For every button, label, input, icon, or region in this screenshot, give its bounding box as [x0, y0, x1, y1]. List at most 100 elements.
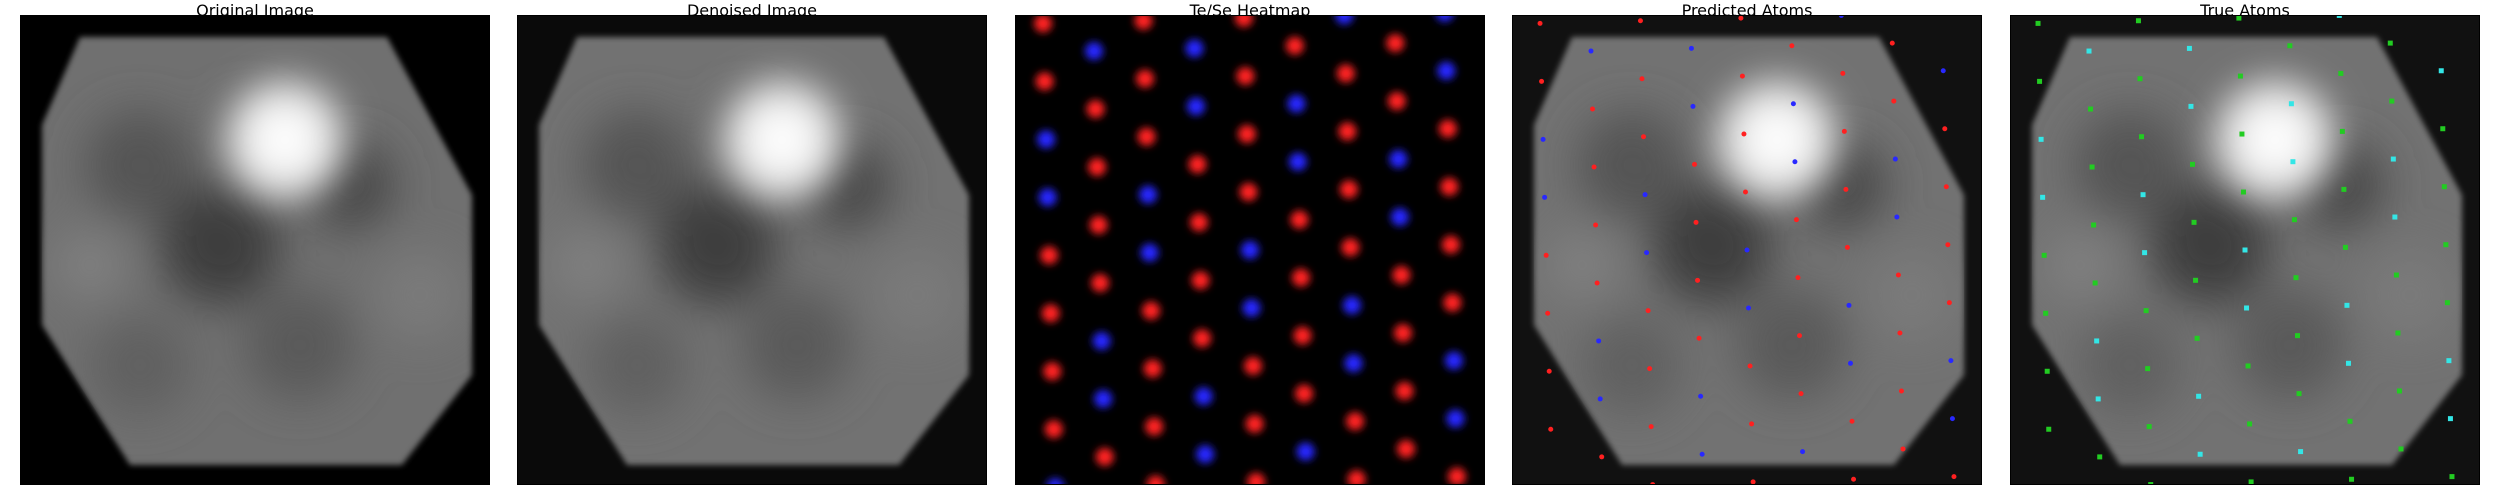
predicted-se-atom	[1791, 101, 1796, 106]
se-heat-spot	[1289, 153, 1307, 171]
te-heat-spot	[1142, 302, 1160, 320]
predicted-te-atom	[1638, 18, 1643, 23]
true-te-atom	[2349, 477, 2354, 482]
true-te-atom	[2139, 134, 2144, 139]
true-se-atom	[2289, 101, 2294, 106]
se-heat-spot	[1185, 39, 1203, 57]
te-heat-spot	[1087, 100, 1105, 118]
predicted-te-atom	[1544, 253, 1549, 258]
true-te-atom	[2190, 162, 2195, 167]
predicted-te-atom	[1900, 446, 1905, 451]
true-se-atom	[2298, 449, 2303, 454]
se-heat-spot	[1039, 188, 1057, 206]
predicted-te-atom	[1850, 419, 1855, 424]
predicted-te-atom	[1896, 273, 1901, 278]
predicted-te-atom	[1799, 391, 1804, 396]
te-heat-spot	[1294, 327, 1312, 345]
se-heat-spot	[1437, 62, 1455, 80]
te-heat-spot	[1145, 418, 1163, 436]
true-se-atom	[2243, 248, 2248, 253]
se-heat-spot	[1389, 150, 1407, 168]
true-se-atom	[2087, 49, 2092, 54]
predicted-te-atom	[1890, 41, 1895, 46]
predicted-se-atom	[1690, 104, 1695, 109]
true-te-atom	[2147, 424, 2152, 429]
true-se-atom	[2392, 215, 2397, 220]
true-te-atom	[2395, 330, 2400, 335]
te-heat-spot	[1395, 382, 1413, 400]
se-heat-spot	[1093, 332, 1111, 350]
predicted-te-atom	[1694, 220, 1699, 225]
te-heat-spot	[1040, 246, 1058, 264]
te-heat-spot	[1394, 324, 1412, 342]
true-te-atom	[2088, 107, 2093, 112]
se-heat-spot	[1187, 97, 1205, 115]
predicted-te-atom	[1944, 184, 1949, 189]
se-heat-spot	[1344, 354, 1362, 372]
te-heat-spot	[1042, 304, 1060, 322]
predicted-te-atom	[1899, 388, 1904, 393]
true-se-atom	[2337, 15, 2342, 18]
se-heat-spot	[1446, 410, 1464, 428]
predicted-se-atom	[1542, 195, 1547, 200]
predicted-te-atom	[1593, 222, 1598, 227]
predicted-te-atom	[1548, 427, 1553, 432]
true-te-atom	[2287, 43, 2292, 48]
panel-denoised-image: Denoised Image	[517, 15, 987, 485]
true-image	[2010, 15, 2480, 485]
predicted-te-atom	[1891, 99, 1896, 104]
te-heat-spot	[1238, 125, 1256, 143]
predicted-te-atom	[1646, 308, 1651, 313]
predicted-te-atom	[1592, 165, 1597, 170]
predicted-te-atom	[1538, 21, 1543, 26]
predicted-te-atom	[1639, 76, 1644, 81]
true-se-atom	[2142, 250, 2147, 255]
se-heat-spot	[1141, 244, 1159, 262]
true-te-atom	[2340, 129, 2345, 134]
te-heat-spot	[1386, 34, 1404, 52]
true-te-atom	[2037, 79, 2042, 84]
true-te-atom	[2292, 217, 2297, 222]
true-te-atom	[2293, 275, 2298, 280]
true-te-atom	[2137, 76, 2142, 81]
te-heat-spot	[1338, 122, 1356, 140]
true-se-atom	[2391, 157, 2396, 162]
true-te-atom	[2042, 253, 2047, 258]
predicted-te-atom	[1951, 474, 1956, 479]
predicted-te-atom	[1738, 16, 1743, 21]
true-se-atom	[2446, 358, 2451, 363]
te-heat-spot	[1144, 360, 1162, 378]
te-heat-spot	[1088, 158, 1106, 176]
se-heat-spot	[1343, 296, 1361, 314]
true-se-atom	[2040, 195, 2045, 200]
true-te-atom	[2443, 242, 2448, 247]
true-te-atom	[2093, 280, 2098, 285]
te-heat-spot	[1440, 178, 1458, 196]
se-heat-spot	[1196, 445, 1214, 463]
true-te-atom	[2193, 278, 2198, 283]
te-heat-spot	[1246, 415, 1264, 433]
te-heat-spot	[1392, 266, 1410, 284]
true-te-atom	[2043, 311, 2048, 316]
predicted-te-atom	[1641, 134, 1646, 139]
true-te-atom	[2148, 482, 2153, 485]
true-te-atom	[2090, 165, 2095, 170]
te-heat-spot	[1337, 64, 1355, 82]
predicted-te-atom	[1748, 363, 1753, 368]
true-te-atom	[2388, 41, 2393, 46]
te-heat-spot	[1295, 385, 1313, 403]
predicted-te-atom	[1545, 311, 1550, 316]
predicted-te-atom	[1843, 187, 1848, 192]
predicted-te-atom	[1590, 107, 1595, 112]
predicted-se-atom	[1746, 305, 1751, 310]
true-te-atom	[2348, 419, 2353, 424]
predicted-te-atom	[1740, 74, 1745, 79]
true-se-atom	[2141, 192, 2146, 197]
te-heat-spot	[1292, 269, 1310, 287]
predicted-te-atom	[1897, 330, 1902, 335]
true-te-atom	[2445, 300, 2450, 305]
te-heat-spot	[1091, 274, 1109, 292]
predicted-se-atom	[1800, 449, 1805, 454]
true-te-atom	[2297, 391, 2302, 396]
predicted-se-atom	[1589, 49, 1594, 54]
